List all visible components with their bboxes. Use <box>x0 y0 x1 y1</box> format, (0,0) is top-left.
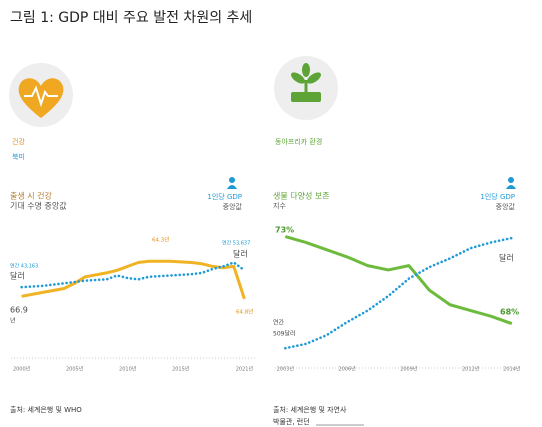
chart-subheading: 중앙값 <box>496 203 516 211</box>
panel-region: 북미 <box>12 152 25 161</box>
annotation: 달러 <box>499 254 514 263</box>
x-tick-label: 2003년 <box>277 366 295 373</box>
x-tick-label: 2009년 <box>400 366 418 373</box>
annotation: 66.9 <box>10 306 28 315</box>
x-tick-label: 2006년 <box>338 366 356 373</box>
page-title: 그림 1: GDP 대비 주요 발전 차원의 추세 <box>10 10 252 26</box>
person-icon <box>506 185 516 189</box>
chart-heading: 1인당 GDP <box>207 192 242 201</box>
annotation: 64.8년 <box>236 308 253 316</box>
plant-icon <box>307 72 321 84</box>
plant-icon <box>291 72 305 84</box>
annotation: 연간 53,637 <box>222 240 250 247</box>
chart-subheading: 중앙값 <box>223 203 243 211</box>
x-tick-label: 2000년 <box>13 366 31 373</box>
annotation: 년 <box>10 317 16 325</box>
data-line <box>20 261 246 289</box>
pulse-icon <box>24 85 58 108</box>
plant-icon <box>291 92 321 102</box>
x-tick-label: 2014년 <box>503 366 521 373</box>
x-tick-label: 2010년 <box>119 366 137 373</box>
panel-category: 건강 <box>12 137 25 146</box>
annotation: 달러 <box>10 272 25 281</box>
annotation: 64.3년 <box>152 236 169 244</box>
chart-subheading: 지수 <box>273 201 286 210</box>
person-icon <box>229 177 235 183</box>
annotation: 68% <box>500 308 519 317</box>
x-tick-label: 2005년 <box>66 366 84 373</box>
annotation: 509달러 <box>273 330 296 338</box>
annotation: 연간 43,163 <box>10 263 38 270</box>
panel-category: 동아프리카 환경 <box>275 137 322 146</box>
heart-icon <box>18 78 64 118</box>
x-tick-label: 2021년 <box>236 366 254 373</box>
data-line <box>284 235 513 326</box>
source: 출처: 세계은행 및 WHO <box>10 405 82 414</box>
chart-heading: 1인당 GDP <box>480 192 515 201</box>
x-tick-label: 2015년 <box>172 366 190 373</box>
person-icon <box>227 185 237 189</box>
chart-heading: 생물 다양성 보존 <box>273 191 330 201</box>
source: 박물관, 런던 <box>273 417 310 426</box>
annotation: 연간 <box>273 319 285 327</box>
person-icon <box>508 177 514 183</box>
data-line <box>283 236 514 350</box>
source: 출처: 세계은행 및 자연사 <box>273 405 347 414</box>
chart-heading: 출생 시 건강 <box>10 191 53 201</box>
annotation: 73% <box>275 226 294 235</box>
plant-icon <box>302 63 310 77</box>
annotation: 달러 <box>233 250 248 259</box>
x-tick-label: 2012년 <box>462 366 480 373</box>
chart-subheading: 기대 수명 중앙값 <box>10 201 67 211</box>
data-line <box>21 259 246 300</box>
